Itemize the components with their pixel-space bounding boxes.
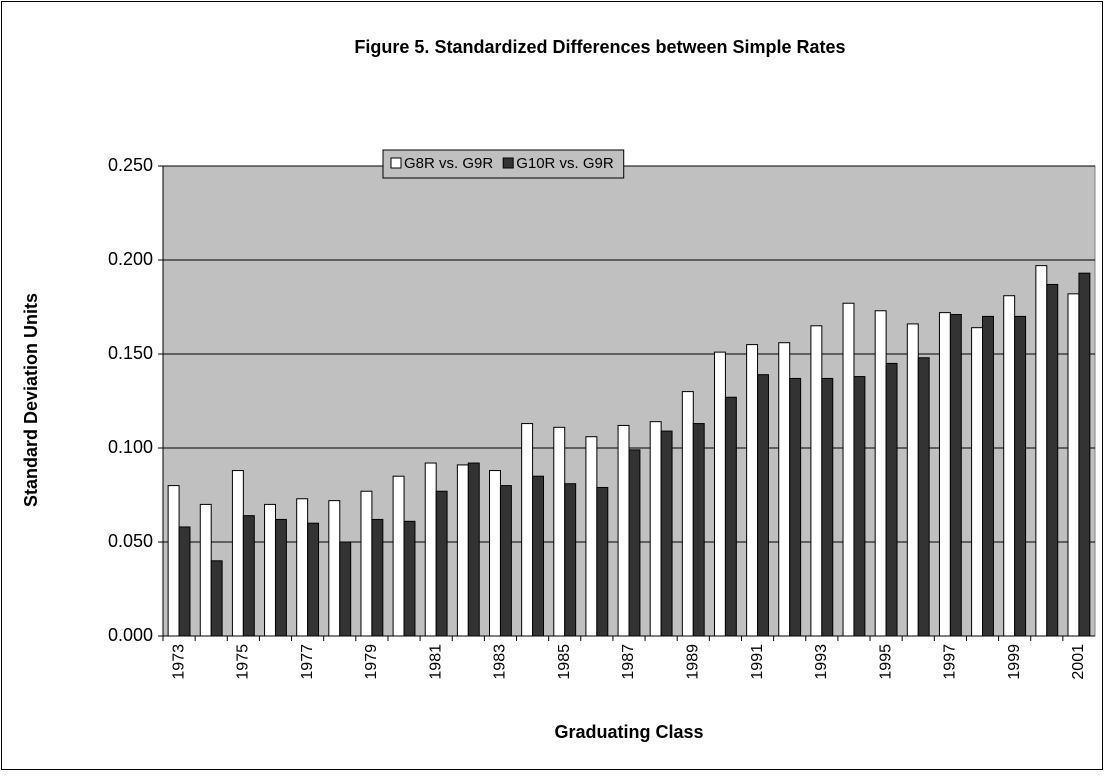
bar [949,314,962,637]
x-axis-title: Graduating Class [554,722,703,742]
bar [971,327,984,637]
bar [853,376,866,637]
bar [1003,295,1016,637]
y-axis-title: Standard Deviation Units [21,293,41,507]
bar [842,302,855,637]
bar [938,312,951,637]
bar [821,377,834,637]
bar [231,470,244,637]
x-tick-label: 1993 [813,644,830,680]
x-tick-label: 1991 [749,644,766,680]
bar [1046,283,1059,637]
bar [489,470,501,637]
bar [596,486,609,637]
bar [917,357,930,637]
bar [692,423,705,637]
bar [392,475,405,637]
bar [167,485,180,637]
bar [810,325,823,637]
bar [1078,272,1091,637]
bar [467,462,480,637]
bar [371,518,384,637]
x-tick-label: 1999 [1006,644,1023,680]
x-tick-label: 1981 [427,644,444,680]
legend-swatch [502,157,514,169]
x-tick-label: 2001 [1070,644,1087,680]
y-tick-label: 0.250 [108,155,153,175]
y-tick-label: 0.200 [108,249,153,269]
bar [746,344,759,637]
bar [532,475,545,637]
bar [456,464,469,637]
bar [906,323,919,637]
bar [296,498,309,637]
bar [199,503,212,637]
bar [307,522,320,637]
x-tick-label: 1975 [235,644,252,680]
bar [553,426,566,637]
bar [681,391,694,637]
bar [339,541,352,637]
bar [178,526,191,637]
bar [242,515,255,637]
x-tick-label: 1979 [363,644,380,680]
bar [649,421,662,637]
bar [874,310,887,637]
bar [628,449,641,637]
bar [424,462,437,637]
x-tick-label: 1983 [492,644,509,680]
bar [1014,315,1027,637]
x-tick-label: 1987 [620,644,637,680]
bar [982,315,994,637]
bar [617,424,630,637]
x-tick-label: 1989 [684,644,701,680]
x-tick-label: 1977 [299,644,316,680]
bar [660,430,673,637]
legend-label: G10R vs. G9R [516,155,614,172]
bar [757,374,769,637]
bar [403,520,416,637]
y-tick-label: 0.050 [108,531,153,551]
bar [713,351,726,637]
x-tick-label: 1985 [556,644,573,680]
bar [274,518,287,637]
bar [1035,265,1048,637]
y-tick-label: 0.100 [108,437,153,457]
bar [264,503,276,637]
x-tick-label: 1973 [170,644,187,680]
bar [564,483,577,637]
bar [435,490,448,637]
bar [1067,293,1080,637]
y-tick-label: 0.150 [108,343,153,363]
y-tick-label: 0.000 [108,625,153,645]
chart-title: Figure 5. Standardized Differences betwe… [354,37,845,57]
x-tick-label: 1997 [942,644,959,680]
x-tick-label: 1995 [877,644,894,680]
bar [585,436,598,637]
legend-swatch [390,157,402,169]
bar [521,423,534,637]
bar [210,560,223,637]
bar [789,377,802,637]
bar [885,362,898,637]
bar [360,490,373,637]
bar [724,396,737,637]
legend-label: G8R vs. G9R [404,155,493,172]
bar [499,485,512,637]
bar [778,342,791,637]
bar [328,500,341,637]
